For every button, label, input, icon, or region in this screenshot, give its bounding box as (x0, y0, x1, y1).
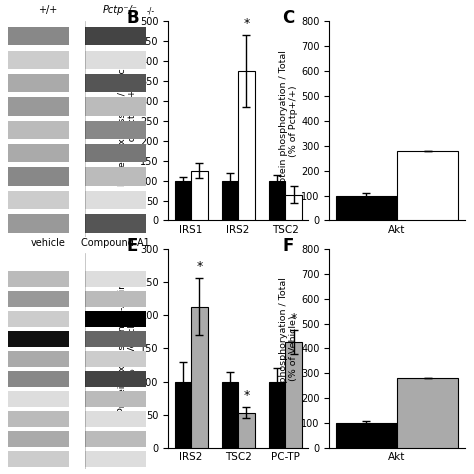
Bar (174, 382, 191, 448)
Bar (397, 151, 458, 220)
Bar (8, 97, 69, 116)
Bar (8, 451, 69, 467)
Bar (85, 144, 146, 163)
Text: -/-: -/- (146, 6, 155, 15)
Y-axis label: Protein expression / β-Actin
(% of Vehicle): Protein expression / β-Actin (% of Vehic… (118, 283, 137, 413)
Bar (85, 27, 146, 46)
Text: C: C (282, 9, 294, 27)
Bar (8, 311, 69, 327)
Bar (85, 411, 146, 427)
Text: *: * (291, 312, 297, 325)
Bar (8, 214, 69, 233)
Bar (8, 144, 69, 163)
Bar (174, 181, 191, 220)
Bar (85, 451, 146, 467)
Bar (8, 191, 69, 209)
Text: *: * (196, 260, 202, 273)
Bar (85, 392, 146, 407)
Bar (8, 331, 69, 347)
Bar (85, 191, 146, 209)
Text: +/+: +/+ (38, 5, 57, 15)
Bar (8, 167, 69, 186)
Bar (222, 181, 238, 220)
Bar (85, 311, 146, 327)
Y-axis label: Protein phosphoryation / Total
(% of Vehicle): Protein phosphoryation / Total (% of Veh… (279, 277, 299, 419)
Bar (191, 307, 208, 448)
Bar (8, 74, 69, 92)
Text: *: * (243, 17, 249, 30)
Text: B: B (126, 9, 139, 27)
Text: *: * (243, 390, 249, 402)
Text: Pctp⁻/⁻: Pctp⁻/⁻ (103, 5, 138, 15)
Bar (269, 181, 285, 220)
Bar (85, 74, 146, 92)
Bar (85, 167, 146, 186)
Text: vehicle: vehicle (30, 237, 65, 247)
Bar (222, 382, 238, 448)
Bar (85, 271, 146, 287)
Bar (285, 194, 302, 220)
Bar (336, 195, 397, 220)
Bar (8, 411, 69, 427)
Bar (336, 423, 397, 448)
Bar (8, 371, 69, 387)
Bar (8, 351, 69, 367)
Bar (8, 392, 69, 407)
Y-axis label: Protein expression / β-Actin
(% of Pctp+/+): Protein expression / β-Actin (% of Pctp+… (118, 56, 137, 186)
Bar (8, 121, 69, 139)
Bar (8, 431, 69, 447)
Bar (85, 214, 146, 233)
Bar (191, 171, 208, 220)
Bar (8, 51, 69, 69)
Bar (8, 271, 69, 287)
Y-axis label: Protein phosphoryation / Total
(% of Pctp+/+): Protein phosphoryation / Total (% of Pct… (279, 50, 299, 192)
Bar (85, 331, 146, 347)
Bar (85, 431, 146, 447)
Text: E: E (126, 237, 137, 255)
Bar (85, 291, 146, 307)
Bar (85, 121, 146, 139)
Text: F: F (282, 237, 293, 255)
Bar (238, 71, 255, 220)
Bar (85, 97, 146, 116)
Bar (85, 351, 146, 367)
Bar (285, 342, 302, 448)
Text: Compound A1: Compound A1 (81, 237, 150, 247)
Bar (8, 291, 69, 307)
Bar (85, 371, 146, 387)
Bar (269, 382, 285, 448)
Bar (238, 413, 255, 448)
Bar (85, 51, 146, 69)
Bar (8, 27, 69, 46)
Bar (397, 378, 458, 448)
